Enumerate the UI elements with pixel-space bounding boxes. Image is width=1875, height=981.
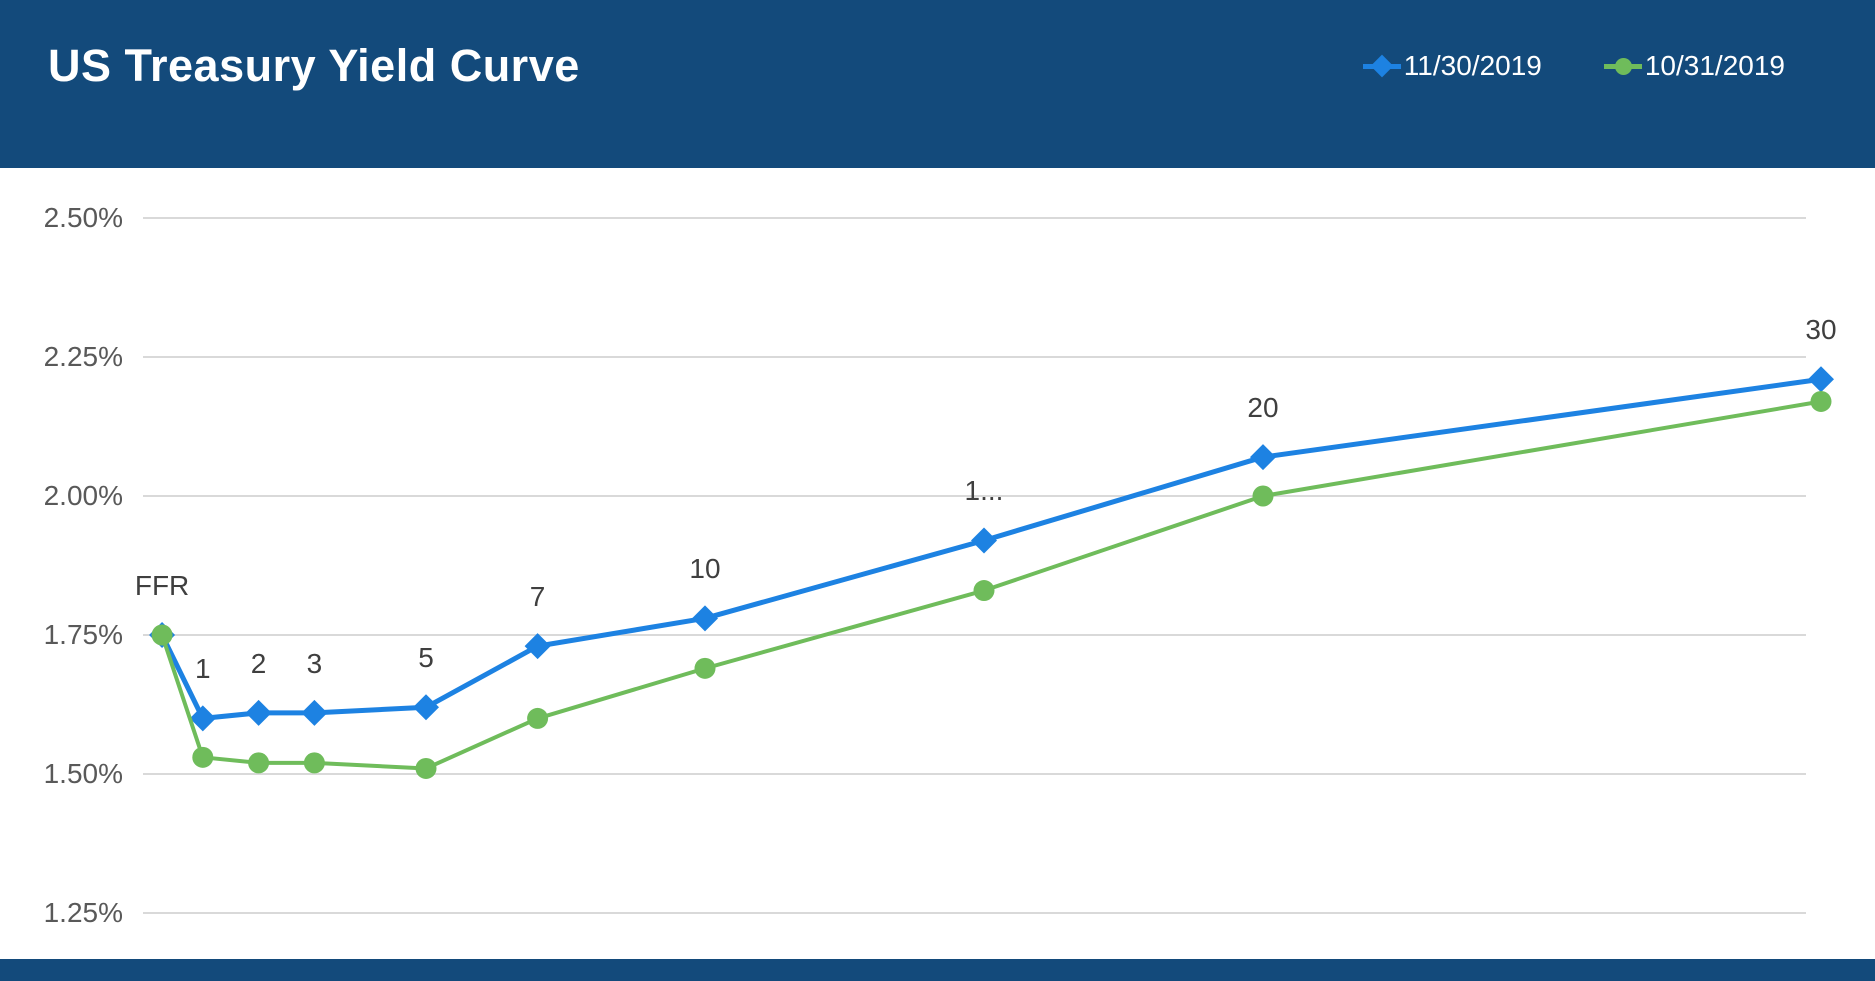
series-line-current [159, 376, 1824, 721]
y-axis-tick-label: 2.25% [43, 341, 123, 372]
legend: 11/30/2019 10/31/2019 [1362, 50, 1785, 82]
legend-label: 11/30/2019 [1403, 50, 1542, 81]
series-plot [149, 366, 1834, 779]
data-point-marker-diamond [301, 699, 328, 726]
data-point-marker-circle [527, 707, 549, 729]
y-axis-tick-label: 1.25% [43, 897, 123, 928]
data-point-label: 10 [689, 553, 721, 585]
gridline [143, 217, 1806, 219]
data-point-label: 20 [1247, 392, 1279, 424]
legend-marker-circle-icon [1603, 54, 1642, 78]
data-point-marker-circle [973, 580, 995, 602]
data-point-label: 5 [418, 642, 434, 674]
data-point-label: 2 [250, 647, 267, 679]
data-point-label: 7 [529, 581, 546, 613]
footer-bar [0, 959, 1875, 981]
y-axis-tick-label: 2.50% [43, 202, 123, 233]
data-point-marker-diamond [189, 705, 216, 732]
page-title: US Treasury Yield Curve [48, 40, 580, 91]
legend-label: 10/31/2019 [1644, 50, 1785, 81]
data-point-marker-diamond [524, 633, 551, 660]
data-point-marker-circle [415, 757, 437, 779]
legend-item-10-31-2019[interactable]: 10/31/2019 [1603, 50, 1785, 82]
gridline [143, 495, 1806, 497]
y-axis-tick-label: 2.00% [43, 480, 123, 511]
data-point-marker-diamond [245, 699, 272, 726]
data-point-marker-diamond [692, 605, 718, 632]
data-point-marker-circle [1810, 390, 1832, 412]
y-axis-tick-label: 1.75% [43, 619, 123, 650]
data-point-marker-circle [1252, 485, 1274, 507]
data-point-marker-diamond [413, 694, 439, 721]
data-point-label: 1 [195, 653, 211, 685]
data-point-label: 1... [964, 475, 1004, 507]
data-point-label: FFR [134, 570, 190, 601]
data-point-marker-circle [694, 657, 716, 679]
y-axis-tick-label: 1.50% [43, 758, 123, 789]
series-line-prior [160, 399, 1823, 771]
gridline [143, 356, 1806, 358]
legend-marker-diamond-icon [1362, 54, 1401, 78]
legend-item-11-30-2019[interactable]: 11/30/2019 [1362, 50, 1542, 82]
data-point-marker-circle [303, 752, 325, 774]
data-point-label: 3 [306, 647, 323, 679]
data-point-marker-diamond [1808, 366, 1834, 393]
data-point-marker-diamond [971, 527, 997, 554]
data-point-marker-circle [192, 746, 214, 768]
gridline [143, 634, 1806, 636]
header-bar: US Treasury Yield Curve 11/30/2019 10/31… [0, 0, 1875, 168]
chart-area: 2.50% 2.25% 2.00% 1.75% 1.50% 1.25% FFR 1 2 3 5 7 10… [0, 168, 1875, 959]
data-point-marker-circle [151, 624, 173, 646]
gridline [143, 912, 1806, 914]
gridline [143, 773, 1806, 775]
data-point-marker-circle [248, 752, 270, 774]
data-point-marker-diamond [1250, 444, 1276, 471]
data-point-label: 30 [1805, 314, 1837, 346]
